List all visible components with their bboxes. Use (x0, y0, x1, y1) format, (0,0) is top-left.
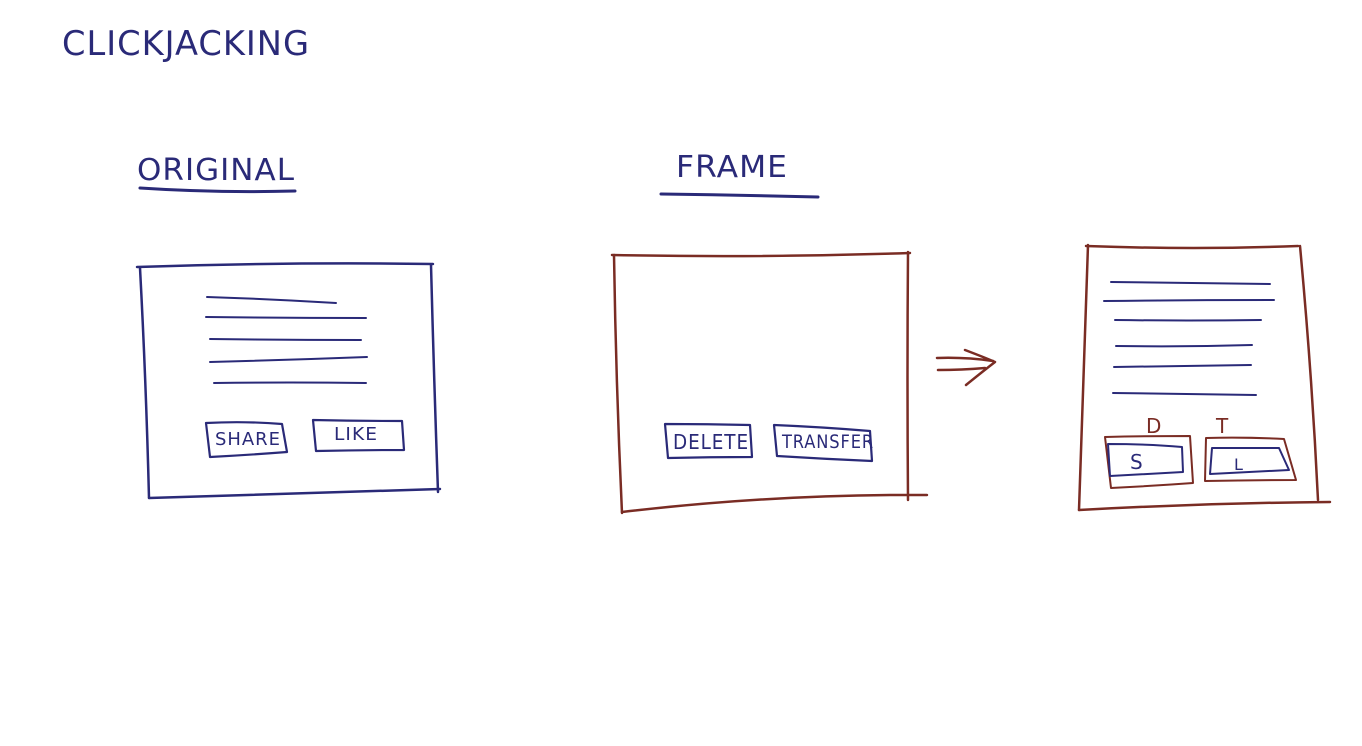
hidden-delete-label: D (1146, 414, 1162, 438)
original-heading: ORIGINAL (137, 153, 295, 188)
text-line (213, 381, 367, 384)
share-button[interactable]: SHARE (204, 421, 289, 459)
overlay-like-label: L (1234, 455, 1244, 474)
text-line (1103, 299, 1275, 302)
text-line (205, 316, 367, 319)
page-title: CLICKJACKING (62, 24, 310, 64)
result-page-box (1077, 243, 1332, 512)
original-text-lines (205, 296, 368, 384)
overlay-share-button[interactable]: S (1104, 435, 1194, 489)
frame-heading-underline (659, 192, 820, 199)
text-line (1113, 364, 1252, 368)
overlay-like-button[interactable]: L (1204, 436, 1297, 482)
overlay-share-label: S (1130, 450, 1144, 474)
arrow-icon (935, 348, 997, 387)
text-line (1114, 319, 1262, 322)
original-page-box (135, 262, 442, 500)
transfer-button[interactable]: TRANSFER (772, 423, 874, 463)
text-line (1110, 281, 1271, 285)
text-line (1115, 344, 1253, 348)
delete-button-label: DELETE (673, 430, 749, 454)
like-button-label: LIKE (334, 424, 378, 445)
text-line (1112, 392, 1257, 396)
result-text-lines (1103, 281, 1275, 396)
like-button[interactable]: LIKE (311, 418, 406, 453)
text-line (206, 296, 337, 304)
original-heading-underline (138, 186, 297, 194)
text-line (209, 338, 362, 341)
delete-button[interactable]: DELETE (663, 422, 754, 460)
text-line (209, 356, 368, 363)
transfer-button-label: TRANSFER (781, 431, 874, 453)
frame-heading: FRAME (676, 150, 788, 185)
hidden-transfer-label: T (1215, 414, 1229, 438)
frame-page-box (610, 250, 929, 515)
share-button-label: SHARE (215, 429, 281, 450)
